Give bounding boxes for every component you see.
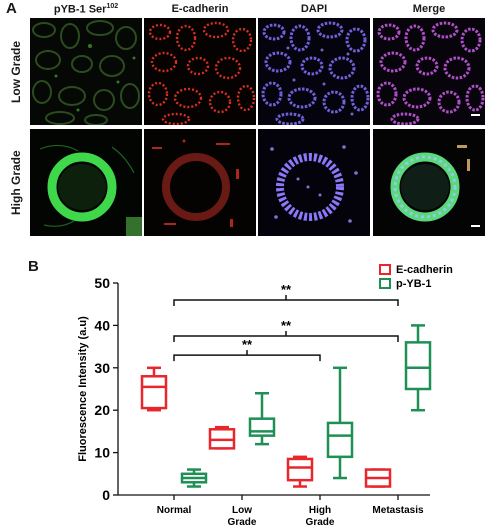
box-iqr [404, 341, 432, 391]
significance-label: ** [242, 337, 253, 352]
box-e-cadherin-2 [286, 455, 314, 488]
bracket-line [173, 335, 399, 342]
box-e-cadherin-0 [140, 366, 168, 412]
column-header-pyb1: pYB-1 Ser102 [30, 3, 142, 16]
legend-swatch [379, 278, 391, 289]
column-header-merge: Merge [412, 3, 446, 15]
chart-significance: ** ** ** [173, 282, 399, 362]
x-tick-label: Metastasis [372, 505, 424, 516]
legend-item: p-YB-1 [379, 278, 431, 290]
x-tick-label: Normal [157, 505, 192, 516]
y-tick-label: 10 [94, 445, 110, 461]
bracket-line [173, 299, 399, 306]
significance-label: ** [281, 318, 292, 333]
x-tick-label: High [309, 505, 331, 516]
box-p-yb-1-3 [404, 324, 432, 412]
box-p-yb-1-2 [326, 366, 354, 480]
significance-bracket: ** [173, 282, 399, 306]
chart-axes: 0 10 20 30 40 50 Fluorescence Intensity (a.u) N… [77, 275, 430, 525]
micrograph-high-pyb1 [30, 129, 142, 236]
micrograph-low-merge [373, 18, 485, 125]
micrograph-low-dapi [258, 18, 370, 125]
micrograph-high-dapi [258, 129, 370, 236]
column-header-dapi: DAPI [300, 3, 328, 15]
box-iqr [248, 417, 276, 437]
chart-boxes [140, 324, 432, 488]
legend-swatch [379, 264, 391, 275]
column-header-pyb1-sup: 102 [106, 3, 119, 10]
significance-bracket: ** [173, 337, 321, 362]
box-iqr [140, 375, 168, 410]
row-label-low-grade: Low Grade [9, 40, 23, 103]
legend-label: p-YB-1 [396, 278, 431, 290]
chart-legend: E-cadherin p-YB-1 [379, 264, 453, 290]
micrograph-low-pyb1 [30, 18, 142, 125]
x-tick-label: Grade [228, 517, 257, 525]
box-iqr [326, 421, 354, 459]
column-header-ecadherin: E-cadherin [171, 3, 229, 15]
significance-bracket: ** [173, 318, 399, 342]
x-tick-label: Low [232, 505, 252, 516]
box-e-cadherin-1 [208, 425, 236, 450]
micrograph-high-merge [373, 129, 485, 236]
box-e-cadherin-3 [364, 468, 392, 488]
y-tick-label: 40 [94, 317, 110, 333]
micrograph-low-ecadherin [144, 18, 256, 125]
y-tick-label: 30 [94, 360, 110, 376]
y-tick-label: 50 [94, 275, 110, 291]
y-axis-label: Fluorescence Intensity (a.u) [77, 316, 89, 462]
column-header-pyb1-text: pYB-1 Ser [53, 3, 107, 16]
box-p-yb-1-1 [248, 391, 276, 446]
legend-label: E-cadherin [396, 264, 453, 276]
x-tick-label: Grade [306, 517, 335, 525]
panel-a-label: A [6, 0, 17, 17]
box-plot-chart: 0 10 20 30 40 50 Fluorescence Intensity (a.u) N… [77, 264, 453, 525]
panel-b-label: B [28, 258, 39, 275]
y-tick-label: 0 [102, 487, 110, 503]
significance-label: ** [281, 282, 292, 297]
box-p-yb-1-0 [180, 468, 208, 488]
y-tick-label: 20 [94, 402, 110, 418]
micrograph-high-ecadherin [144, 129, 256, 236]
row-label-high-grade: High Grade [9, 150, 23, 215]
legend-item: E-cadherin [379, 264, 453, 276]
bracket-line [173, 354, 321, 362]
box-iqr [286, 457, 314, 482]
